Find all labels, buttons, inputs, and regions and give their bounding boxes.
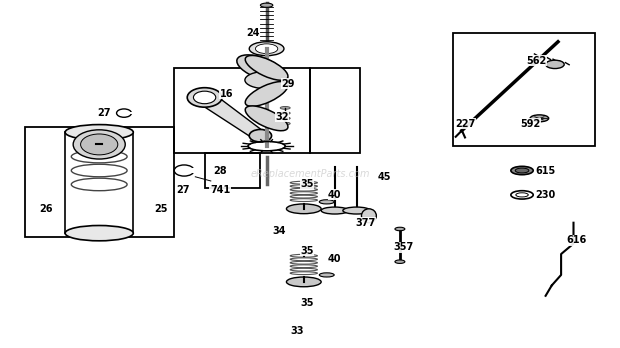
Text: 35: 35 — [300, 298, 314, 308]
Bar — [174, 68, 310, 153]
Ellipse shape — [81, 134, 118, 155]
Text: 40: 40 — [328, 254, 342, 264]
Text: 29: 29 — [281, 79, 295, 88]
Text: 741: 741 — [210, 185, 230, 195]
Bar — [310, 68, 360, 153]
Ellipse shape — [246, 55, 288, 80]
Ellipse shape — [249, 42, 284, 56]
Ellipse shape — [280, 106, 290, 109]
Ellipse shape — [546, 60, 564, 69]
Bar — [453, 33, 595, 146]
Text: 32: 32 — [275, 112, 289, 121]
Bar — [205, 153, 260, 188]
Polygon shape — [195, 94, 267, 139]
Ellipse shape — [255, 44, 278, 54]
Ellipse shape — [321, 207, 348, 214]
Ellipse shape — [515, 168, 529, 173]
Ellipse shape — [286, 204, 321, 214]
Ellipse shape — [65, 125, 133, 140]
Bar — [192, 168, 199, 173]
Text: 16: 16 — [219, 89, 233, 99]
Text: 616: 616 — [567, 235, 587, 245]
Ellipse shape — [187, 88, 222, 107]
Ellipse shape — [343, 207, 370, 214]
Text: 40: 40 — [328, 190, 342, 200]
Bar — [25, 127, 174, 237]
Ellipse shape — [319, 273, 334, 277]
Text: 230: 230 — [536, 190, 556, 200]
Text: 25: 25 — [154, 204, 168, 214]
Text: 34: 34 — [272, 227, 286, 236]
Ellipse shape — [65, 226, 133, 241]
Text: 592: 592 — [520, 119, 540, 128]
Text: 27: 27 — [176, 185, 190, 195]
Text: 357: 357 — [393, 242, 413, 252]
Ellipse shape — [260, 3, 273, 7]
Ellipse shape — [249, 129, 272, 142]
Text: 35: 35 — [300, 246, 314, 255]
Text: 26: 26 — [40, 204, 53, 214]
Text: 28: 28 — [213, 166, 227, 175]
Ellipse shape — [280, 112, 290, 114]
Ellipse shape — [286, 277, 321, 287]
Ellipse shape — [395, 260, 405, 263]
Ellipse shape — [361, 209, 376, 223]
Bar — [129, 112, 135, 114]
Ellipse shape — [193, 91, 216, 104]
Ellipse shape — [280, 117, 290, 120]
Text: 45: 45 — [378, 173, 391, 182]
Text: 615: 615 — [536, 166, 556, 175]
Ellipse shape — [246, 81, 288, 106]
Text: 27: 27 — [97, 108, 111, 118]
Ellipse shape — [245, 71, 288, 89]
Ellipse shape — [319, 200, 334, 204]
Ellipse shape — [395, 227, 405, 231]
Text: 562: 562 — [526, 56, 546, 66]
Ellipse shape — [246, 106, 288, 131]
Text: eReplacementParts.com: eReplacementParts.com — [250, 169, 370, 179]
Ellipse shape — [73, 130, 125, 159]
Text: 35: 35 — [300, 180, 314, 189]
Ellipse shape — [511, 166, 533, 175]
Text: 377: 377 — [356, 218, 376, 228]
Text: 33: 33 — [291, 326, 304, 335]
Ellipse shape — [237, 55, 284, 81]
Text: 227: 227 — [455, 119, 475, 128]
Ellipse shape — [530, 115, 549, 122]
Ellipse shape — [280, 122, 290, 125]
Text: 24: 24 — [246, 28, 260, 38]
